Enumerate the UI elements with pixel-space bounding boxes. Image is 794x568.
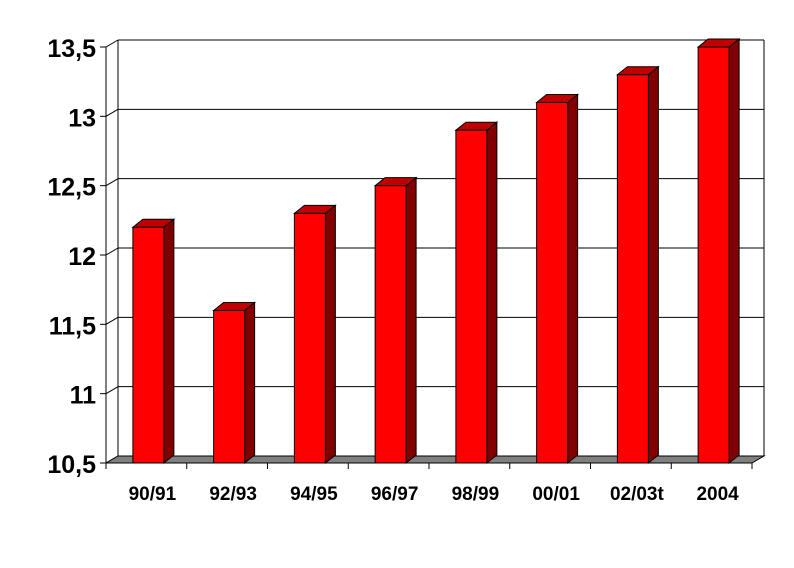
bar-front [455, 129, 488, 464]
x-tick-label: 92/93 [209, 484, 257, 505]
bar-front [536, 101, 569, 464]
bar-front [616, 74, 649, 464]
bar-side [567, 93, 579, 465]
grid-layer [105, 39, 764, 464]
y-tick-label: 11 [70, 382, 97, 410]
bar-front [697, 46, 730, 464]
x-tick-label: 2004 [696, 484, 739, 505]
bar-side [244, 301, 256, 465]
bar [454, 121, 499, 465]
bar-side [163, 218, 175, 465]
y-tick-label: 13 [68, 104, 96, 132]
bar-front [374, 185, 407, 464]
y-tick-label: 13,5 [47, 35, 96, 63]
bar [535, 93, 580, 465]
bar [212, 301, 257, 465]
x-tick-label: 94/95 [290, 484, 338, 505]
y-tick-label: 10,5 [47, 451, 96, 479]
chart-floor [104, 455, 766, 464]
bar-side [486, 121, 498, 465]
axis-layer [100, 40, 766, 469]
x-tick-label: 96/97 [371, 484, 419, 505]
bar-side [728, 37, 740, 465]
bar [615, 65, 660, 465]
bar [131, 218, 176, 465]
gridline-side [105, 316, 119, 325]
bar [373, 176, 418, 465]
gridline-side [105, 178, 119, 187]
bar-front [293, 212, 326, 464]
gridline-side [105, 108, 119, 117]
bar [292, 204, 337, 465]
x-tick-label: 02/03t [610, 484, 665, 505]
bar-front [213, 309, 246, 464]
x-tick-label: 00/01 [532, 484, 580, 505]
gridline-side [105, 247, 119, 256]
gridline-side [105, 386, 119, 395]
x-tick-label: 98/99 [452, 484, 500, 505]
x-tick-labels: 90/91 92/93 94/95 96/97 98/99 00/01 02/03t 2004 [129, 484, 740, 505]
y-tick-label: 12 [68, 243, 96, 271]
y-tick-label: 12,5 [47, 174, 96, 202]
x-tick-label: 90/91 [129, 484, 177, 505]
y-tick-labels: 10,5 11 11,5 12 12,5 13 13,5 [47, 35, 96, 479]
bar-side [405, 176, 417, 465]
bars-layer [131, 37, 741, 465]
bar-front [132, 226, 165, 464]
gridline-side [105, 39, 119, 48]
bar-side [647, 65, 659, 465]
y-tick-label: 11,5 [49, 312, 96, 340]
bar-side [324, 204, 336, 465]
bar [696, 37, 741, 465]
